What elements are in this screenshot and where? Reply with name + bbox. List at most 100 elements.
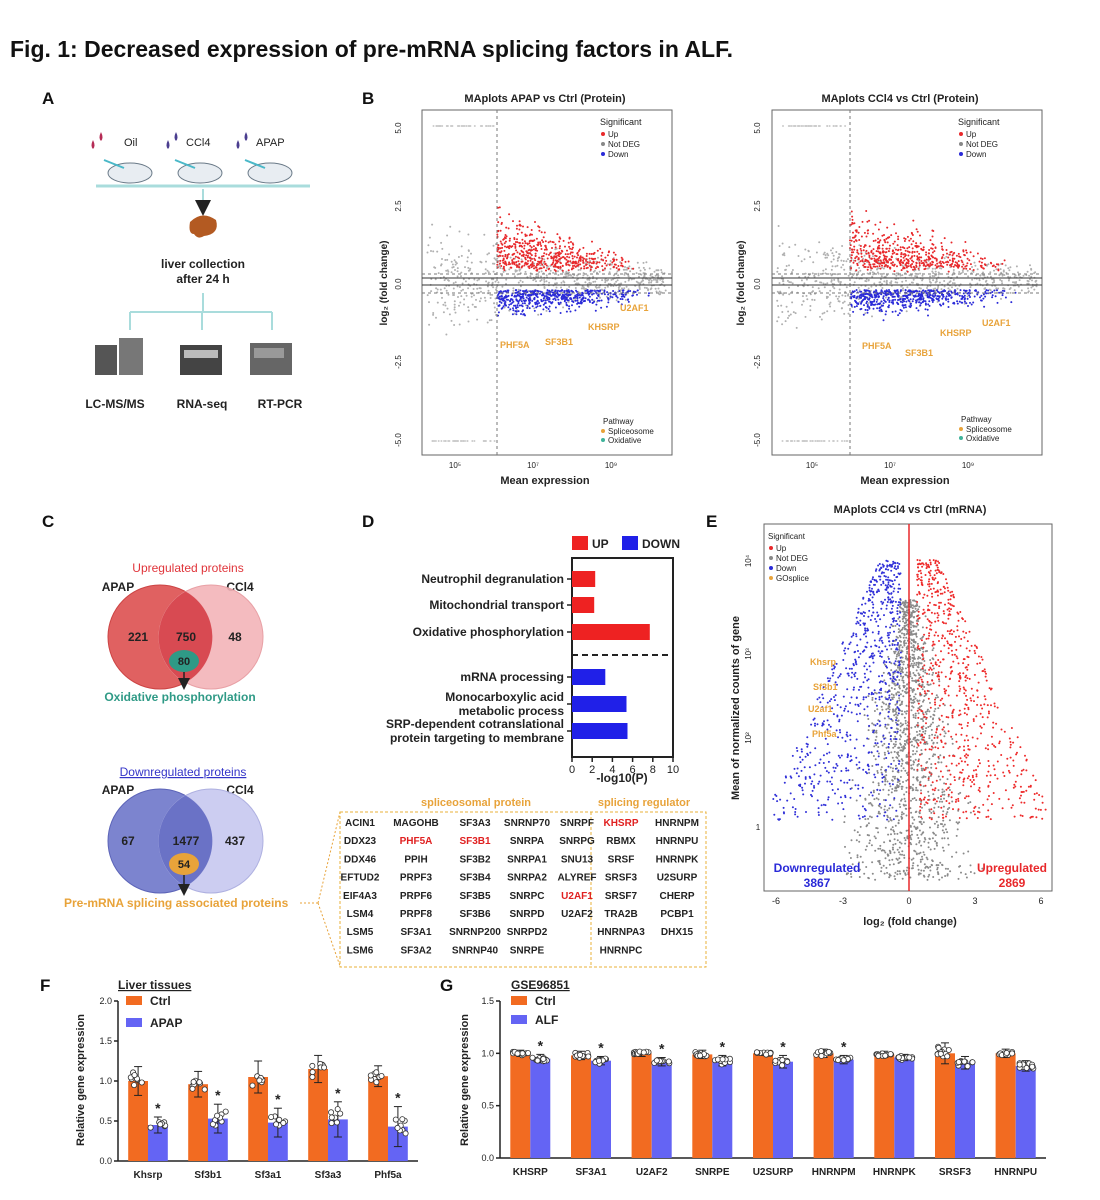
point-notdeg [904,807,907,810]
point-down [589,301,591,303]
point-down [980,299,982,302]
point-notdeg [489,125,492,127]
point-up [582,246,585,249]
point-notdeg [609,260,612,262]
point-notdeg [432,125,435,127]
point-up [885,251,888,254]
point-notdeg [937,286,940,288]
point-up [577,254,580,257]
point-notdeg [934,270,937,273]
point-notdeg [828,303,831,306]
point-notdeg [789,125,791,127]
point-notdeg [456,285,459,288]
point-notdeg [825,295,828,298]
point-down [974,289,976,292]
point-notdeg [800,260,803,263]
point-up [621,259,624,262]
point-up [514,255,517,258]
point-down [603,289,606,292]
point-notdeg [898,649,901,651]
point-notdeg [839,125,842,127]
point-notdeg [961,269,964,272]
point-notdeg [913,644,915,647]
point-notdeg [543,278,546,281]
point-notdeg [905,642,907,645]
point-notdeg [901,626,904,629]
gene-label-u2af1: U2AF1 [982,318,1011,328]
point-up [866,229,869,232]
point-up [882,259,885,261]
point-up [887,250,890,253]
point-notdeg [896,732,898,735]
liver-collection-label: liver collection [161,257,245,271]
point-notdeg [581,285,584,288]
category-label: Mitochondrial transport [429,598,564,612]
point-notdeg [887,750,889,753]
point-notdeg [913,662,916,665]
point-notdeg [802,440,805,442]
point-up [873,257,876,260]
point-notdeg [460,245,463,248]
point-notdeg [1005,271,1008,274]
pathway-title: Pathway [961,415,992,424]
point-notdeg [466,440,469,442]
point-notdeg [905,692,908,695]
point-down [994,295,997,298]
point-down [887,296,890,299]
point-notdeg [564,273,567,276]
point-notdeg [486,253,489,256]
point-notdeg [923,660,926,662]
point-notdeg [545,309,548,312]
point-up [540,244,543,247]
point-notdeg [900,735,902,738]
point-notdeg [885,866,888,869]
point-up [895,253,898,256]
point-notdeg [890,828,893,831]
point-notdeg [826,310,829,313]
venn-down-left-count: 67 [121,834,135,848]
point-notdeg [896,870,899,873]
point-notdeg [921,817,923,820]
point-notdeg [948,789,951,791]
point-notdeg [830,280,833,283]
point-up [612,265,615,268]
point-down [536,299,539,302]
point-up [862,264,865,267]
point-down [555,295,558,298]
point-notdeg [969,801,972,804]
point-notdeg [932,831,935,834]
point-up [872,240,875,242]
point-notdeg [901,607,904,610]
point-notdeg [643,286,646,289]
point-notdeg [891,698,894,701]
point-up [540,248,543,250]
point-notdeg [789,281,792,284]
gene-cell: SRSF [608,854,635,865]
point-up [578,248,581,251]
point-up [913,268,916,271]
point-notdeg [890,280,893,283]
point-down [866,305,869,308]
point-notdeg [940,798,942,801]
point-notdeg [931,649,934,652]
point-down [855,289,858,291]
point-up [507,253,510,256]
point-notdeg [883,799,885,801]
point-up [537,241,540,244]
point-down [873,294,876,297]
point-notdeg [924,671,927,674]
point-notdeg [1007,275,1010,278]
point-notdeg [920,646,923,649]
point-notdeg [863,872,866,875]
point-down [622,293,625,296]
point-notdeg [926,742,929,745]
point-down [542,303,545,306]
point-notdeg [898,654,900,657]
point-notdeg [791,440,794,442]
point-up [874,259,877,262]
point-down [976,293,979,296]
point-up [934,264,937,267]
point-notdeg [882,671,885,674]
point-notdeg [926,287,928,289]
point-notdeg [909,759,912,762]
